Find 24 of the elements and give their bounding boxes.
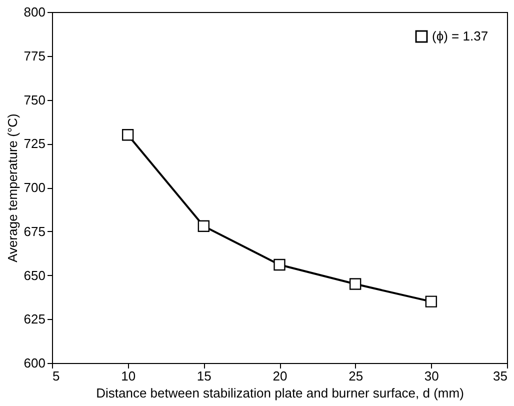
y-tick-label: 650 [24,268,46,283]
y-tick-label: 675 [24,224,46,239]
x-tick-label: 5 [52,368,60,384]
y-tick-label: 600 [24,356,46,370]
y-tick-label: 800 [24,4,46,20]
x-tick-label: 10 [121,368,136,384]
point [274,258,286,271]
x-axis-title: Distance between stabilization plate and burner surface, d (mm) [96,386,464,400]
y-tick-label: 725 [24,136,46,152]
y-tick-label: 750 [24,92,46,108]
point [349,278,362,290]
point [122,129,134,141]
x-tick-label: 30 [424,368,439,384]
x-tick-label: 25 [348,368,364,384]
x-tick-label: 35 [493,368,508,384]
y-tick-label: 775 [24,48,46,64]
x-tick-label: 15 [196,368,212,384]
legend-label: (ϕ) = 1.37 [432,28,488,44]
point [198,220,210,232]
y-axis-title: Average temperature (°C) [4,114,20,262]
y-tick-label: 625 [24,312,46,327]
x-tick-label: 20 [272,368,288,384]
y-tick-label: 700 [24,180,46,195]
point [425,296,438,308]
